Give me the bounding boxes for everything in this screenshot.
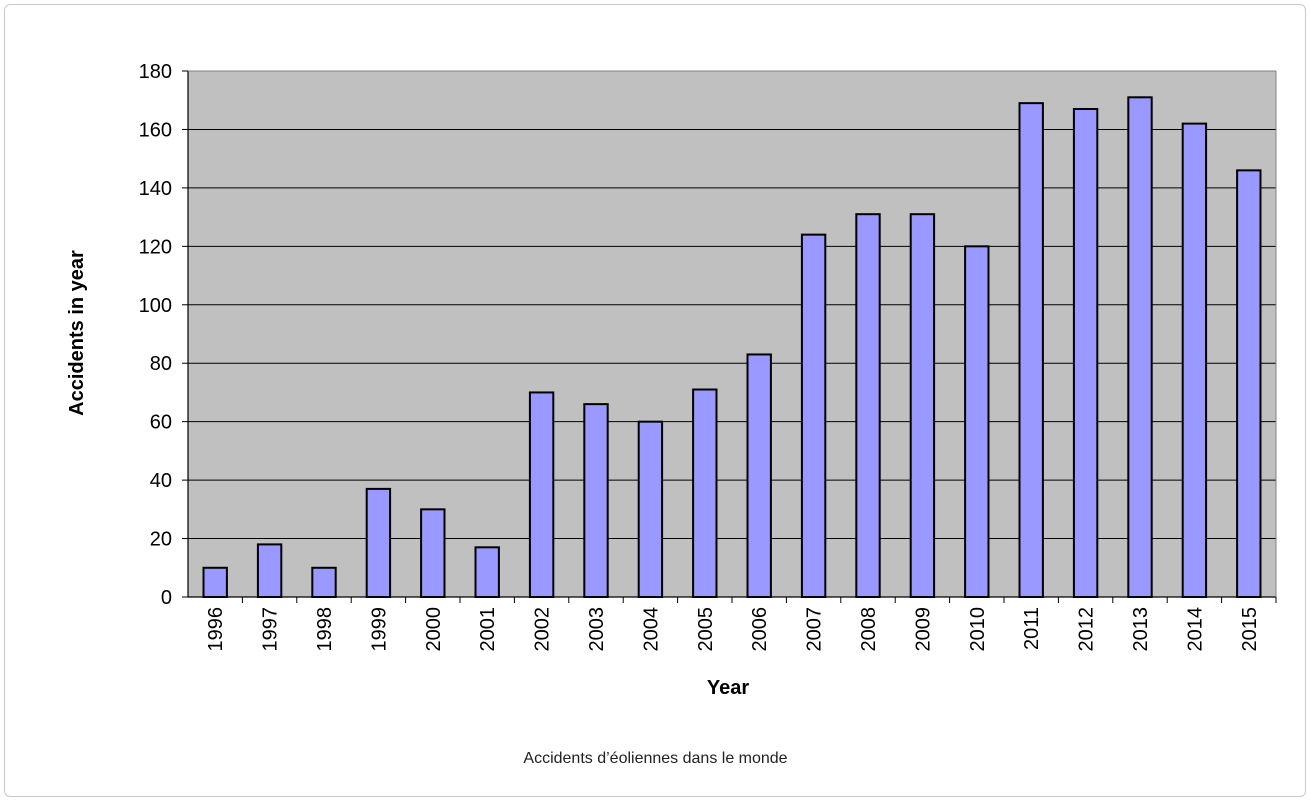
x-tick-label: 2005 <box>695 607 717 652</box>
plot-area <box>188 71 1276 597</box>
bar <box>1181 122 1208 598</box>
x-tick-label: 2007 <box>804 607 826 652</box>
bar <box>692 388 718 598</box>
bars <box>202 96 1262 599</box>
x-tick-label: 2006 <box>749 607 771 652</box>
x-tick-label: 2014 <box>1184 607 1206 652</box>
bar <box>746 353 772 599</box>
bar <box>202 566 228 598</box>
bar <box>909 213 936 598</box>
bar <box>1236 169 1262 598</box>
bar <box>583 403 609 598</box>
x-tick-label: 2004 <box>640 607 662 652</box>
x-tick-label: 2002 <box>532 607 554 652</box>
x-tick-label: 2000 <box>423 607 445 652</box>
y-tick-label: 60 <box>150 412 172 434</box>
y-tick-labels: 0 20 40 60 80 100 120 140 160 180 <box>139 61 172 609</box>
bar <box>964 245 990 598</box>
x-tick-label: 2009 <box>912 607 934 652</box>
x-tick-label: 2003 <box>586 607 608 652</box>
y-tick-label: 20 <box>150 529 172 551</box>
y-tick-label: 40 <box>150 470 172 492</box>
y-tick-label: 100 <box>139 295 172 317</box>
x-tick-label: 2012 <box>1076 607 1098 652</box>
x-tick-label: 1997 <box>260 607 282 652</box>
y-tick-label: 0 <box>161 587 172 609</box>
y-tick-label: 80 <box>150 353 172 375</box>
bar <box>1127 96 1153 599</box>
x-axis-label: Year <box>707 677 749 699</box>
y-axis-label: Accidents in year <box>66 250 88 416</box>
x-tick-label: 2013 <box>1130 607 1152 652</box>
bar <box>855 213 881 598</box>
y-tick-label: 160 <box>139 119 172 141</box>
y-tick-label: 140 <box>139 178 172 200</box>
y-tick-label: 180 <box>139 61 172 83</box>
bar <box>420 508 446 599</box>
x-tick-label: 1998 <box>314 607 336 652</box>
bar <box>365 487 392 598</box>
x-tick-label: 2015 <box>1239 607 1261 652</box>
bar <box>1072 107 1099 598</box>
axes <box>182 70 1277 603</box>
x-tick-label: 2010 <box>967 607 989 652</box>
bar <box>256 543 283 599</box>
x-tick-label: 2011 <box>1021 607 1043 650</box>
bar <box>637 420 664 598</box>
bar <box>800 233 827 598</box>
bar <box>474 546 500 598</box>
x-tick-label: 2001 <box>477 607 499 652</box>
bar <box>1018 102 1044 599</box>
x-tick-label: 1996 <box>205 607 227 652</box>
bar <box>528 391 555 599</box>
y-tick-label: 120 <box>139 236 172 258</box>
figure-caption: Accidents d’éoliennes dans le monde <box>523 750 788 767</box>
x-tick-label: 1999 <box>368 607 390 652</box>
x-tick-labels: 1996 1997 1998 1999 2000 2001 2002 2003 2004 2005… <box>205 607 1261 652</box>
bar <box>311 566 337 598</box>
x-tick-label: 2008 <box>858 607 880 652</box>
